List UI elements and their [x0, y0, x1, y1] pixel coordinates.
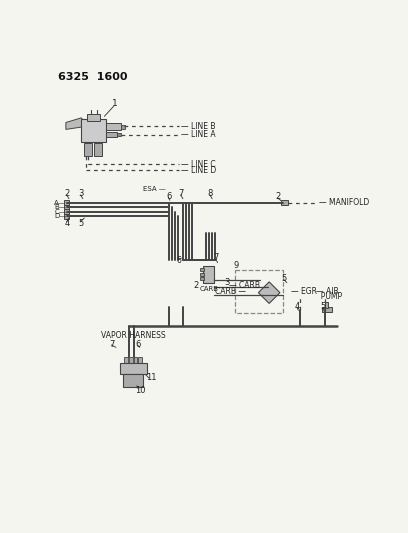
- Text: 5: 5: [282, 273, 287, 282]
- Bar: [203, 265, 214, 282]
- Text: — LINE D: — LINE D: [181, 166, 216, 175]
- Text: — AIR: — AIR: [316, 287, 339, 296]
- Bar: [200, 268, 204, 271]
- Bar: [200, 277, 204, 280]
- Polygon shape: [66, 118, 84, 130]
- Bar: [84, 142, 92, 156]
- Text: 2: 2: [194, 281, 199, 290]
- Text: 3: 3: [224, 278, 230, 287]
- Text: — EGR: — EGR: [291, 287, 317, 296]
- Bar: [94, 142, 102, 156]
- Text: C—: C—: [54, 209, 66, 215]
- Text: 7: 7: [214, 254, 219, 262]
- Bar: [106, 132, 118, 137]
- Text: — CARB: — CARB: [229, 281, 260, 290]
- Text: 4: 4: [295, 302, 300, 311]
- Bar: [322, 308, 332, 312]
- Text: 6: 6: [166, 192, 171, 201]
- Bar: [120, 363, 147, 374]
- Text: D—: D—: [54, 213, 67, 220]
- Text: 9: 9: [234, 261, 239, 270]
- Text: CARB: CARB: [200, 286, 219, 292]
- Bar: [134, 357, 137, 363]
- Bar: [87, 114, 100, 121]
- Text: B—: B—: [54, 204, 66, 210]
- Bar: [64, 214, 69, 219]
- Text: 7: 7: [178, 189, 184, 198]
- Bar: [106, 123, 121, 130]
- Text: 6: 6: [177, 256, 182, 265]
- Text: — LINE A: — LINE A: [181, 130, 215, 139]
- Text: — LINE B: — LINE B: [181, 122, 215, 131]
- Text: PUMP: PUMP: [316, 292, 342, 301]
- Text: — MANIFOLD: — MANIFOLD: [319, 198, 370, 207]
- Text: VAPOR HARNESS: VAPOR HARNESS: [100, 330, 165, 340]
- Bar: [138, 357, 142, 363]
- Bar: [123, 374, 143, 387]
- Text: 10: 10: [135, 386, 146, 395]
- Bar: [64, 205, 69, 209]
- Text: 6325  1600: 6325 1600: [58, 72, 128, 82]
- Text: A—: A—: [54, 199, 66, 206]
- Text: 5: 5: [320, 302, 325, 311]
- Polygon shape: [258, 282, 280, 303]
- Bar: [200, 273, 204, 276]
- Text: 5: 5: [78, 219, 84, 228]
- Bar: [81, 119, 106, 142]
- Text: 4: 4: [64, 219, 70, 228]
- Text: 7: 7: [109, 340, 114, 349]
- Bar: [325, 302, 328, 308]
- Text: 1: 1: [112, 100, 118, 109]
- Text: 6: 6: [135, 340, 140, 349]
- Text: 2: 2: [275, 192, 281, 201]
- Text: CARB —: CARB —: [215, 287, 246, 296]
- Bar: [121, 125, 125, 128]
- Bar: [282, 200, 288, 205]
- Text: 11: 11: [146, 373, 156, 382]
- Text: ESA —: ESA —: [143, 187, 166, 192]
- Bar: [64, 200, 69, 205]
- Bar: [129, 357, 133, 363]
- Bar: [118, 133, 120, 136]
- Text: 2: 2: [64, 189, 70, 198]
- Text: — LINE C: — LINE C: [181, 159, 215, 168]
- Bar: [124, 357, 128, 363]
- Text: 3: 3: [78, 189, 84, 198]
- Bar: [235, 270, 283, 313]
- Text: 8: 8: [208, 189, 213, 198]
- Bar: [64, 209, 69, 214]
